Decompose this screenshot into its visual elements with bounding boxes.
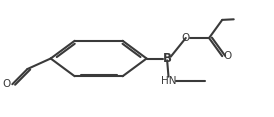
Text: O: O (3, 79, 11, 90)
Text: O: O (224, 51, 232, 61)
Text: B: B (163, 52, 172, 65)
Text: HN: HN (161, 76, 176, 86)
Text: O: O (182, 33, 190, 43)
